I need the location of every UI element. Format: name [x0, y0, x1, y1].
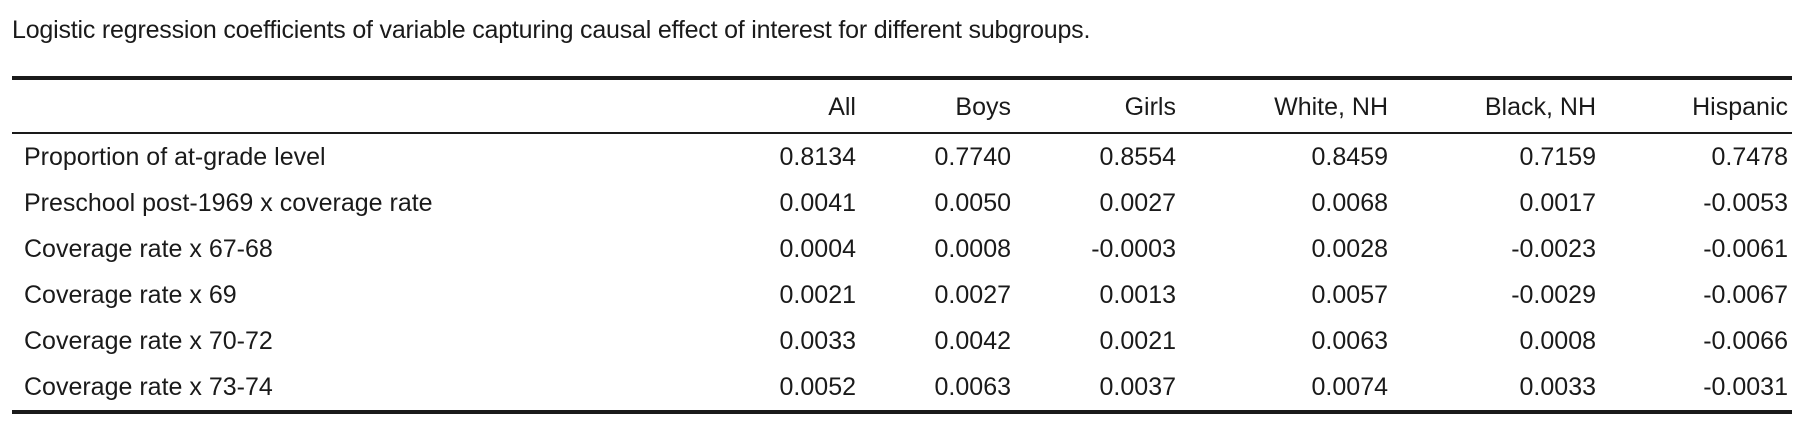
row-label: Coverage rate x 67-68: [24, 234, 273, 263]
table-row: Coverage rate x 73-74 0.0052 0.0063 0.00…: [12, 364, 1792, 410]
cell-value: 0.0057: [1311, 280, 1388, 309]
cell-value: -0.0003: [1091, 234, 1176, 263]
cell-value: 0.0063: [1311, 326, 1388, 355]
table-row: Coverage rate x 70-72 0.0033 0.0042 0.00…: [12, 318, 1792, 364]
table-header-row: All Boys Girls White, NH Black, NH Hispa…: [12, 80, 1792, 132]
column-header-hispanic: Hispanic: [1692, 92, 1788, 121]
cell-value: 0.0027: [1099, 188, 1176, 217]
table-caption: Logistic regression coefficients of vari…: [12, 16, 1091, 44]
cell-value: -0.0031: [1703, 372, 1788, 401]
cell-value: 0.0050: [934, 188, 1011, 217]
cell-value: 0.0063: [934, 372, 1011, 401]
table-row: Coverage rate x 69 0.0021 0.0027 0.0013 …: [12, 272, 1792, 318]
cell-value: 0.0033: [1519, 372, 1596, 401]
cell-value: 0.0017: [1519, 188, 1596, 217]
row-label: Coverage rate x 70-72: [24, 326, 273, 355]
table-top-rule: [12, 76, 1792, 80]
cell-value: 0.0027: [934, 280, 1011, 309]
row-label: Proportion of at-grade level: [24, 142, 326, 171]
cell-value: 0.0013: [1099, 280, 1176, 309]
coefficients-table-container: All Boys Girls White, NH Black, NH Hispa…: [12, 76, 1792, 414]
row-label: Coverage rate x 73-74: [24, 372, 273, 401]
row-label: Preschool post-1969 x coverage rate: [24, 188, 433, 217]
cell-value: 0.0041: [779, 188, 856, 217]
cell-value: 0.8554: [1099, 142, 1176, 171]
column-header-girls: Girls: [1124, 92, 1176, 121]
table-row: Preschool post-1969 x coverage rate 0.00…: [12, 180, 1792, 226]
cell-value: 0.7159: [1519, 142, 1596, 171]
cell-value: 0.0037: [1099, 372, 1176, 401]
cell-value: 0.7478: [1711, 142, 1788, 171]
column-header-label: [12, 80, 692, 132]
cell-value: 0.0008: [934, 234, 1011, 263]
cell-value: -0.0067: [1703, 280, 1788, 309]
cell-value: 0.0008: [1519, 326, 1596, 355]
cell-value: 0.0052: [779, 372, 856, 401]
cell-value: -0.0061: [1703, 234, 1788, 263]
cell-value: 0.0004: [779, 234, 856, 263]
cell-value: -0.0066: [1703, 326, 1788, 355]
table-row: Proportion of at-grade level 0.8134 0.77…: [12, 134, 1792, 180]
cell-value: -0.0053: [1703, 188, 1788, 217]
column-header-boys: Boys: [955, 92, 1011, 121]
table-header-rule: [12, 132, 1792, 134]
cell-value: 0.0033: [779, 326, 856, 355]
cell-value: 0.0068: [1311, 188, 1388, 217]
cell-value: 0.7740: [934, 142, 1011, 171]
coefficients-table-body: Proportion of at-grade level 0.8134 0.77…: [12, 134, 1792, 410]
coefficients-table: All Boys Girls White, NH Black, NH Hispa…: [12, 80, 1792, 132]
column-header-white-nh: White, NH: [1274, 92, 1388, 121]
cell-value: -0.0023: [1511, 234, 1596, 263]
column-header-all: All: [828, 92, 856, 121]
cell-value: 0.0042: [934, 326, 1011, 355]
row-label: Coverage rate x 69: [24, 280, 237, 309]
cell-value: 0.0021: [779, 280, 856, 309]
cell-value: 0.0021: [1099, 326, 1176, 355]
cell-value: 0.0074: [1311, 372, 1388, 401]
cell-value: 0.8134: [779, 142, 856, 171]
column-header-black-nh: Black, NH: [1484, 92, 1596, 121]
cell-value: 0.0028: [1311, 234, 1388, 263]
cell-value: 0.8459: [1311, 142, 1388, 171]
table-row: Coverage rate x 67-68 0.0004 0.0008 -0.0…: [12, 226, 1792, 272]
cell-value: -0.0029: [1511, 280, 1596, 309]
table-bottom-rule: [12, 410, 1792, 414]
